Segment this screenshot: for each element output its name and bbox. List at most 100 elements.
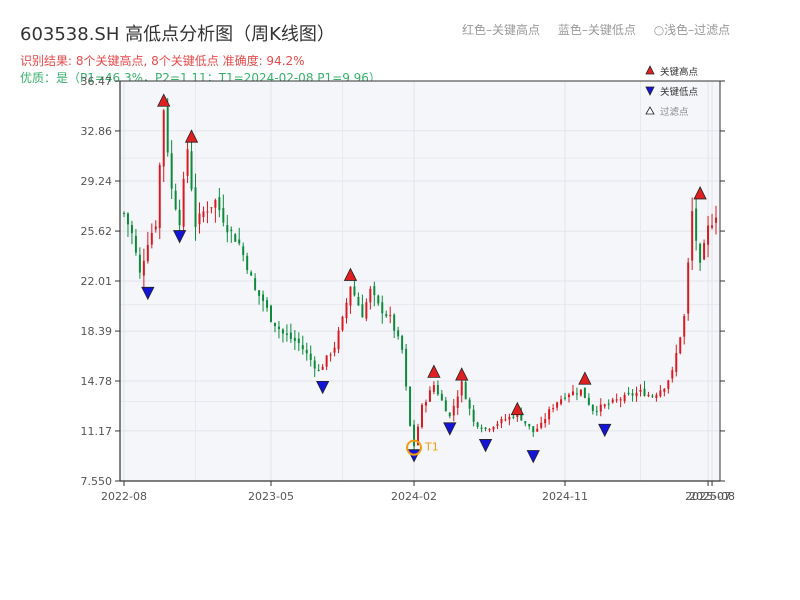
candle <box>599 398 602 417</box>
candle-body <box>349 286 352 306</box>
candle <box>508 413 511 426</box>
key-low-marker <box>598 423 612 438</box>
candle-body <box>130 224 133 234</box>
candle-body <box>293 337 296 341</box>
candle <box>258 290 261 305</box>
candle-body <box>345 302 348 319</box>
candle-body <box>468 399 471 409</box>
candle-body <box>214 199 217 208</box>
y-tick-label: 32.86 <box>81 125 113 138</box>
filtered-marker-legend-icon <box>645 106 655 115</box>
y-tick-label: 25.62 <box>81 225 113 238</box>
candle-body <box>488 429 491 431</box>
low-marker-legend-icon <box>645 86 655 96</box>
candle <box>405 343 408 391</box>
legend-circle-label: ○浅色–过滤点 <box>653 23 731 37</box>
candle <box>711 213 714 230</box>
candle-body <box>266 300 269 308</box>
candle <box>671 366 674 383</box>
candle-body <box>508 416 511 420</box>
candle-body <box>424 402 427 406</box>
candle <box>528 423 531 430</box>
candle <box>250 270 253 276</box>
candle <box>170 140 173 199</box>
candle <box>277 321 280 339</box>
candle <box>595 405 598 416</box>
candle <box>409 386 412 427</box>
key-high-marker <box>427 364 441 378</box>
candle <box>321 364 324 371</box>
candle <box>496 420 499 430</box>
candle <box>635 386 638 402</box>
candle-body <box>409 386 412 426</box>
candle-body <box>631 393 634 396</box>
candle-body <box>162 110 165 167</box>
candle-body <box>242 246 245 255</box>
candle <box>138 247 141 279</box>
legend-high-label: 关键高点 <box>660 66 699 78</box>
candle-body <box>393 314 396 331</box>
candle-body <box>623 394 626 402</box>
candle-body <box>524 421 527 424</box>
candle-body <box>313 360 316 369</box>
candle <box>500 416 503 429</box>
candle-body <box>218 197 221 211</box>
candle <box>456 390 459 415</box>
candle-body <box>707 225 710 245</box>
candle <box>611 397 614 404</box>
candle <box>524 421 527 427</box>
candle <box>134 229 137 256</box>
candle-body <box>619 399 622 401</box>
candle <box>154 220 157 233</box>
candle <box>560 395 563 406</box>
candle-body <box>679 337 682 354</box>
candle-body <box>158 165 161 229</box>
candle <box>194 173 197 241</box>
candle-body <box>703 243 706 260</box>
candle-body <box>428 390 431 402</box>
candle <box>313 356 316 378</box>
candle-body <box>305 349 308 354</box>
candle-body <box>611 399 614 403</box>
candle-body <box>480 427 483 429</box>
candle <box>591 404 594 415</box>
candle <box>186 141 189 184</box>
candle-body <box>647 394 650 397</box>
t1-circle <box>406 439 423 456</box>
candle <box>273 322 276 333</box>
candle <box>174 183 177 211</box>
candle <box>393 313 396 339</box>
candle-body <box>142 260 145 276</box>
candle-body <box>564 397 567 399</box>
candle-body <box>317 369 320 371</box>
candle <box>571 384 574 396</box>
legend-red-label: 红色–关键高点 <box>462 23 541 37</box>
candle <box>695 197 698 251</box>
candle <box>246 252 249 274</box>
candle <box>385 310 388 318</box>
candle-body <box>659 390 662 397</box>
candle-body <box>492 426 495 430</box>
candle-body <box>568 394 570 398</box>
candle-body <box>198 213 201 225</box>
candle-body <box>254 278 257 290</box>
key-high-marker <box>455 367 469 381</box>
candle <box>655 392 658 402</box>
candle <box>401 334 404 354</box>
candle <box>397 326 400 340</box>
high-marker-legend-icon <box>645 65 655 75</box>
candle <box>293 330 296 350</box>
candle-body <box>552 408 555 410</box>
candle <box>552 404 555 413</box>
candle-body <box>337 330 340 350</box>
x-tick-label: 2024-11 <box>542 490 588 503</box>
candle-body <box>150 232 153 245</box>
y-tick-label: 18.39 <box>81 325 113 338</box>
legend-filtered-label: 过滤点 <box>660 106 689 118</box>
candle <box>377 294 380 306</box>
candle-body <box>377 295 380 304</box>
candle-body <box>178 209 181 226</box>
candle <box>492 426 495 433</box>
candle <box>643 380 646 397</box>
candle <box>266 297 269 312</box>
